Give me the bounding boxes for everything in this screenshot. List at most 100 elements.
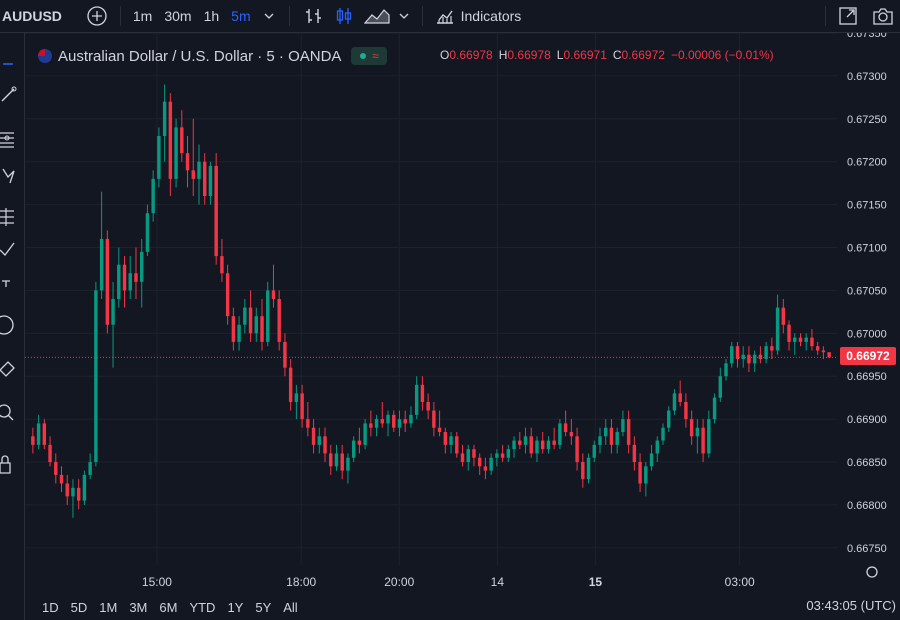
candle-body (477, 457, 482, 467)
range-1d[interactable]: 1D (42, 599, 59, 615)
ruler-icon[interactable] (0, 360, 22, 382)
range-6m[interactable]: 6M (159, 599, 178, 615)
y-tick-label: 0.67150 (847, 200, 887, 212)
high-label: H (498, 48, 508, 62)
candle-body (59, 474, 64, 484)
zoom-icon[interactable] (0, 403, 22, 425)
candle-body (300, 393, 304, 420)
fib-icon[interactable] (0, 128, 22, 150)
candle-body (489, 457, 493, 471)
y-tick-label: 0.67350 (847, 33, 887, 40)
settings-gear-icon[interactable] (866, 566, 878, 578)
candle-body (460, 453, 465, 463)
x-tick-label: 15:00 (142, 575, 172, 589)
candle-body (443, 432, 448, 445)
candle-body (552, 440, 556, 445)
candle-body (655, 440, 659, 454)
candle-body (581, 462, 585, 480)
candle-body (735, 346, 740, 360)
divider (825, 6, 826, 26)
candle-body (724, 363, 728, 377)
pattern-icon[interactable] (0, 165, 22, 187)
x-tick-label: 18:00 (286, 575, 316, 589)
candle-body (157, 135, 161, 179)
candle-body (827, 352, 831, 358)
candle-body (185, 153, 190, 171)
y-tick-label: 0.66800 (847, 500, 887, 512)
candle-body (523, 436, 528, 445)
candle-body (334, 453, 339, 467)
candle-body (420, 384, 425, 402)
range-5d[interactable]: 5D (70, 599, 88, 615)
market-status-icon[interactable]: ≈ (351, 47, 388, 65)
range-all[interactable]: All (283, 599, 298, 615)
candle-body (397, 419, 402, 428)
candle-style-icon[interactable] (334, 6, 354, 26)
candle-body (821, 350, 826, 353)
range-ytd[interactable]: YTD (189, 599, 216, 615)
add-symbol-icon[interactable] (86, 5, 108, 27)
candle-body (111, 299, 115, 325)
candle-body (208, 166, 213, 197)
candle-body (145, 213, 150, 252)
interval-5m[interactable]: 5m (231, 8, 251, 24)
close-label: C (612, 48, 622, 62)
candle-body (174, 127, 178, 179)
candle-body (340, 453, 344, 471)
camera-icon[interactable] (872, 6, 894, 26)
trend-line-icon[interactable] (0, 85, 22, 107)
flag-icon (38, 49, 52, 63)
candle-body (684, 401, 688, 420)
brush-icon[interactable] (0, 238, 22, 260)
symbol-search[interactable]: AUDUSD (2, 8, 62, 24)
candle-body (48, 444, 52, 463)
emoji-icon[interactable] (0, 314, 22, 336)
candlestick-chart[interactable]: 0.67350 0.67300 0.67250 0.67200 0.67150 0.671… (25, 33, 900, 620)
candle-body (203, 161, 207, 197)
candle-body (546, 440, 551, 450)
candle-body (598, 436, 602, 445)
top-toolbar: AUDUSD 1m 30m 1h 5m Indicators (0, 0, 900, 33)
utc-clock[interactable]: 03:43:05 (UTC) (806, 598, 896, 613)
candle-body (747, 354, 751, 364)
range-3m[interactable]: 3M (129, 599, 148, 615)
range-5y[interactable]: 5Y (255, 599, 272, 615)
candle-body (88, 462, 92, 475)
candle-body (752, 354, 757, 364)
candle-body (277, 299, 281, 342)
fullscreen-icon[interactable] (838, 6, 858, 26)
candle-body (82, 474, 87, 501)
candle-body (741, 354, 745, 360)
chevron-down-icon[interactable] (263, 10, 275, 22)
candle-body (455, 436, 459, 454)
open-label: O (440, 48, 450, 62)
candle-body (466, 449, 470, 463)
bar-style-icon[interactable] (304, 6, 324, 26)
range-1y[interactable]: 1Y (227, 599, 244, 615)
interval-1h[interactable]: 1h (203, 8, 220, 24)
candle-body (271, 290, 276, 299)
interval-30m[interactable]: 30m (164, 8, 192, 24)
range-1m[interactable]: 1M (99, 599, 118, 615)
chevron-down-icon[interactable] (398, 10, 410, 22)
indicators-button[interactable]: Indicators (460, 8, 522, 24)
area-style-icon[interactable] (363, 6, 390, 26)
y-tick-label: 0.66950 (847, 371, 887, 383)
y-tick-label: 0.67250 (847, 114, 887, 126)
candle-body (798, 337, 803, 342)
interval-1m[interactable]: 1m (132, 8, 153, 24)
chart-title[interactable]: Australian Dollar / U.S. Dollar · 5 · OA… (58, 47, 342, 65)
candle-body (432, 410, 436, 428)
candle-body (369, 423, 373, 428)
indicators-icon[interactable] (435, 6, 455, 26)
candle-body (180, 127, 184, 154)
text-icon[interactable] (0, 273, 22, 295)
cursor-icon[interactable] (0, 53, 22, 75)
candle-body (712, 397, 717, 420)
candle-body (243, 307, 247, 325)
prediction-icon[interactable] (0, 205, 22, 227)
candle-body (787, 324, 791, 342)
candle-body (283, 341, 287, 368)
candle-body (122, 264, 127, 291)
lock-icon[interactable] (0, 453, 22, 475)
